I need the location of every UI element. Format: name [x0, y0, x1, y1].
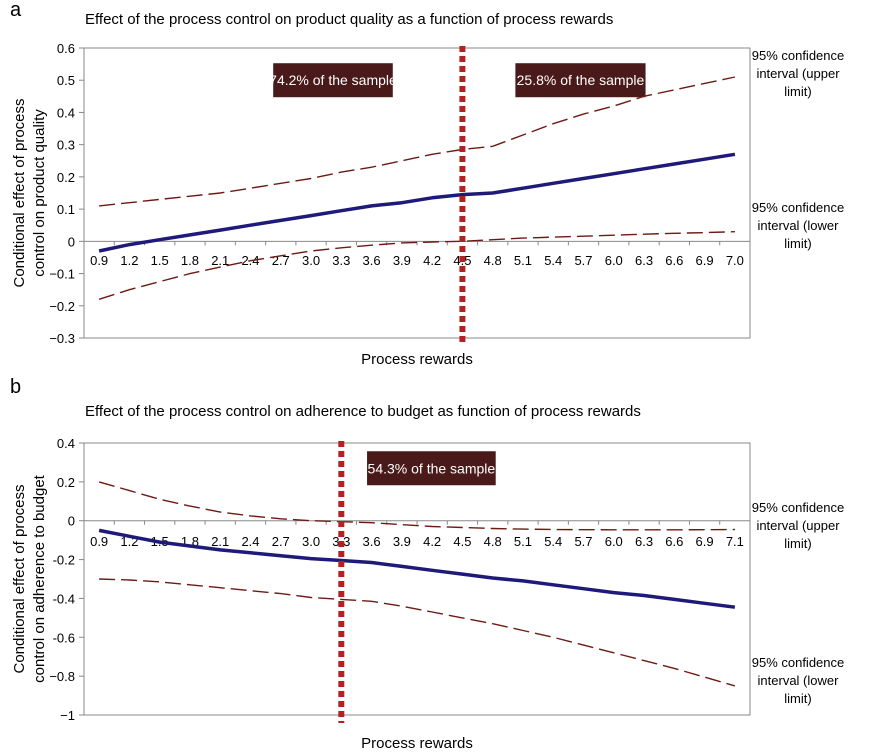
- y-axis-label: control on adherence to budget: [31, 474, 48, 682]
- x-tick-label: 6.3: [635, 253, 653, 268]
- x-tick-label: 3.9: [393, 253, 411, 268]
- x-tick-label: 5.4: [544, 534, 562, 549]
- y-axis-label: Conditional effect of process: [11, 98, 28, 287]
- x-tick-label: 2.7: [272, 534, 290, 549]
- conditional-effect-line: [98, 528, 736, 609]
- y-tick-label: 0: [68, 234, 75, 249]
- panel-letter: a: [10, 0, 22, 21]
- x-tick-label: 6.3: [635, 534, 653, 549]
- x-tick-label: 4.5: [453, 534, 471, 549]
- y-tick-label: 0: [68, 514, 75, 529]
- y-tick-label: -0.2: [53, 553, 75, 568]
- x-tick-label: 2.1: [211, 534, 229, 549]
- y-tick-label: 0.2: [57, 475, 75, 490]
- chart-title: Effect of the process control on product…: [85, 11, 613, 28]
- x-tick-label: 7.0: [726, 253, 744, 268]
- y-tick-label: 0.5: [57, 73, 75, 88]
- sample-share-box: [273, 63, 393, 98]
- confidence-lower-label: 95% confidence: [752, 655, 845, 670]
- y-tick-label: 0.4: [57, 436, 75, 451]
- x-tick-label: 5.1: [514, 534, 532, 549]
- x-tick-label: 3.6: [363, 253, 381, 268]
- x-tick-label: 2.4: [241, 534, 259, 549]
- x-tick-label: 5.7: [574, 534, 592, 549]
- plot-frame: [83, 47, 751, 339]
- sample-share-label: 54.3% of the sample: [368, 460, 496, 476]
- conditional-effect-line: [98, 152, 736, 253]
- sample-share-label: 74.2% of the sample: [269, 72, 397, 88]
- confidence-upper-line: [99, 76, 736, 207]
- y-tick-label: 0.6: [57, 41, 75, 56]
- x-tick-label: 5.4: [544, 253, 562, 268]
- confidence-upper-line: [98, 481, 735, 531]
- x-tick-label: 3.0: [302, 253, 320, 268]
- x-tick-label: 0.9: [90, 534, 108, 549]
- y-axis-label: Conditional effect of process: [11, 484, 28, 673]
- sample-share-box: [515, 63, 646, 98]
- confidence-lower-label: limit): [784, 236, 811, 251]
- x-tick-label: 0.9: [90, 253, 108, 268]
- confidence-upper-label: 95% confidence: [752, 48, 845, 63]
- panel-letter: b: [10, 376, 21, 398]
- confidence-upper-label: interval (upper: [756, 518, 840, 533]
- x-tick-label: 6.9: [696, 253, 714, 268]
- y-tick-label: 0.2: [57, 170, 75, 185]
- y-tick-label: −0.2: [49, 299, 75, 314]
- y-tick-label: -0.6: [53, 630, 75, 645]
- y-tick-label: −0.3: [49, 331, 75, 346]
- x-tick-label: 6.0: [605, 534, 623, 549]
- x-tick-label: 4.8: [484, 253, 502, 268]
- x-tick-label: 1.2: [120, 253, 138, 268]
- x-tick-label: 3.9: [393, 534, 411, 549]
- x-tick-label: 4.8: [484, 534, 502, 549]
- x-tick-label: 6.6: [665, 534, 683, 549]
- confidence-upper-label: limit): [784, 536, 811, 551]
- confidence-lower-label: interval (lower: [758, 673, 840, 688]
- x-tick-label: 1.8: [181, 253, 199, 268]
- x-tick-label: 3.3: [332, 253, 350, 268]
- x-tick-label: 5.1: [514, 253, 532, 268]
- x-axis-label: Process rewards: [361, 735, 473, 752]
- confidence-upper-label: limit): [784, 84, 811, 99]
- y-tick-label: 0.3: [57, 138, 75, 153]
- x-axis-label: Process rewards: [361, 351, 473, 368]
- plot-frame: [83, 442, 751, 716]
- sample-share-box: [367, 451, 496, 486]
- x-tick-label: 6.6: [665, 253, 683, 268]
- sample-share-label: 25.8% of the sample: [517, 72, 645, 88]
- confidence-upper-label: 95% confidence: [752, 500, 845, 515]
- y-tick-label: −0.8: [49, 669, 75, 684]
- x-tick-label: 6.0: [605, 253, 623, 268]
- confidence-lower-label: interval (lower: [758, 218, 840, 233]
- x-tick-label: 3.6: [363, 534, 381, 549]
- x-tick-label: 5.7: [574, 253, 592, 268]
- y-tick-label: 0.1: [57, 202, 75, 217]
- x-tick-label: 1.5: [151, 253, 169, 268]
- confidence-upper-label: interval (upper: [756, 66, 840, 81]
- confidence-lower-label: 95% confidence: [752, 200, 845, 215]
- y-tick-label: −1: [60, 708, 75, 723]
- x-tick-label: 4.2: [423, 253, 441, 268]
- confidence-lower-label: limit): [784, 691, 811, 706]
- confidence-lower-line: [99, 578, 736, 687]
- x-tick-label: 3.0: [302, 534, 320, 549]
- y-tick-label: −0.1: [49, 267, 75, 282]
- x-tick-label: 7.1: [726, 534, 744, 549]
- y-tick-label: -0.4: [53, 591, 75, 606]
- chart-title: Effect of the process control on adheren…: [85, 403, 641, 420]
- x-tick-label: 6.9: [696, 534, 714, 549]
- x-tick-label: 2.1: [211, 253, 229, 268]
- confidence-lower-line: [98, 231, 735, 300]
- y-tick-label: 0.4: [57, 105, 75, 120]
- x-tick-label: 4.2: [423, 534, 441, 549]
- y-axis-label: control on product quality: [31, 109, 48, 277]
